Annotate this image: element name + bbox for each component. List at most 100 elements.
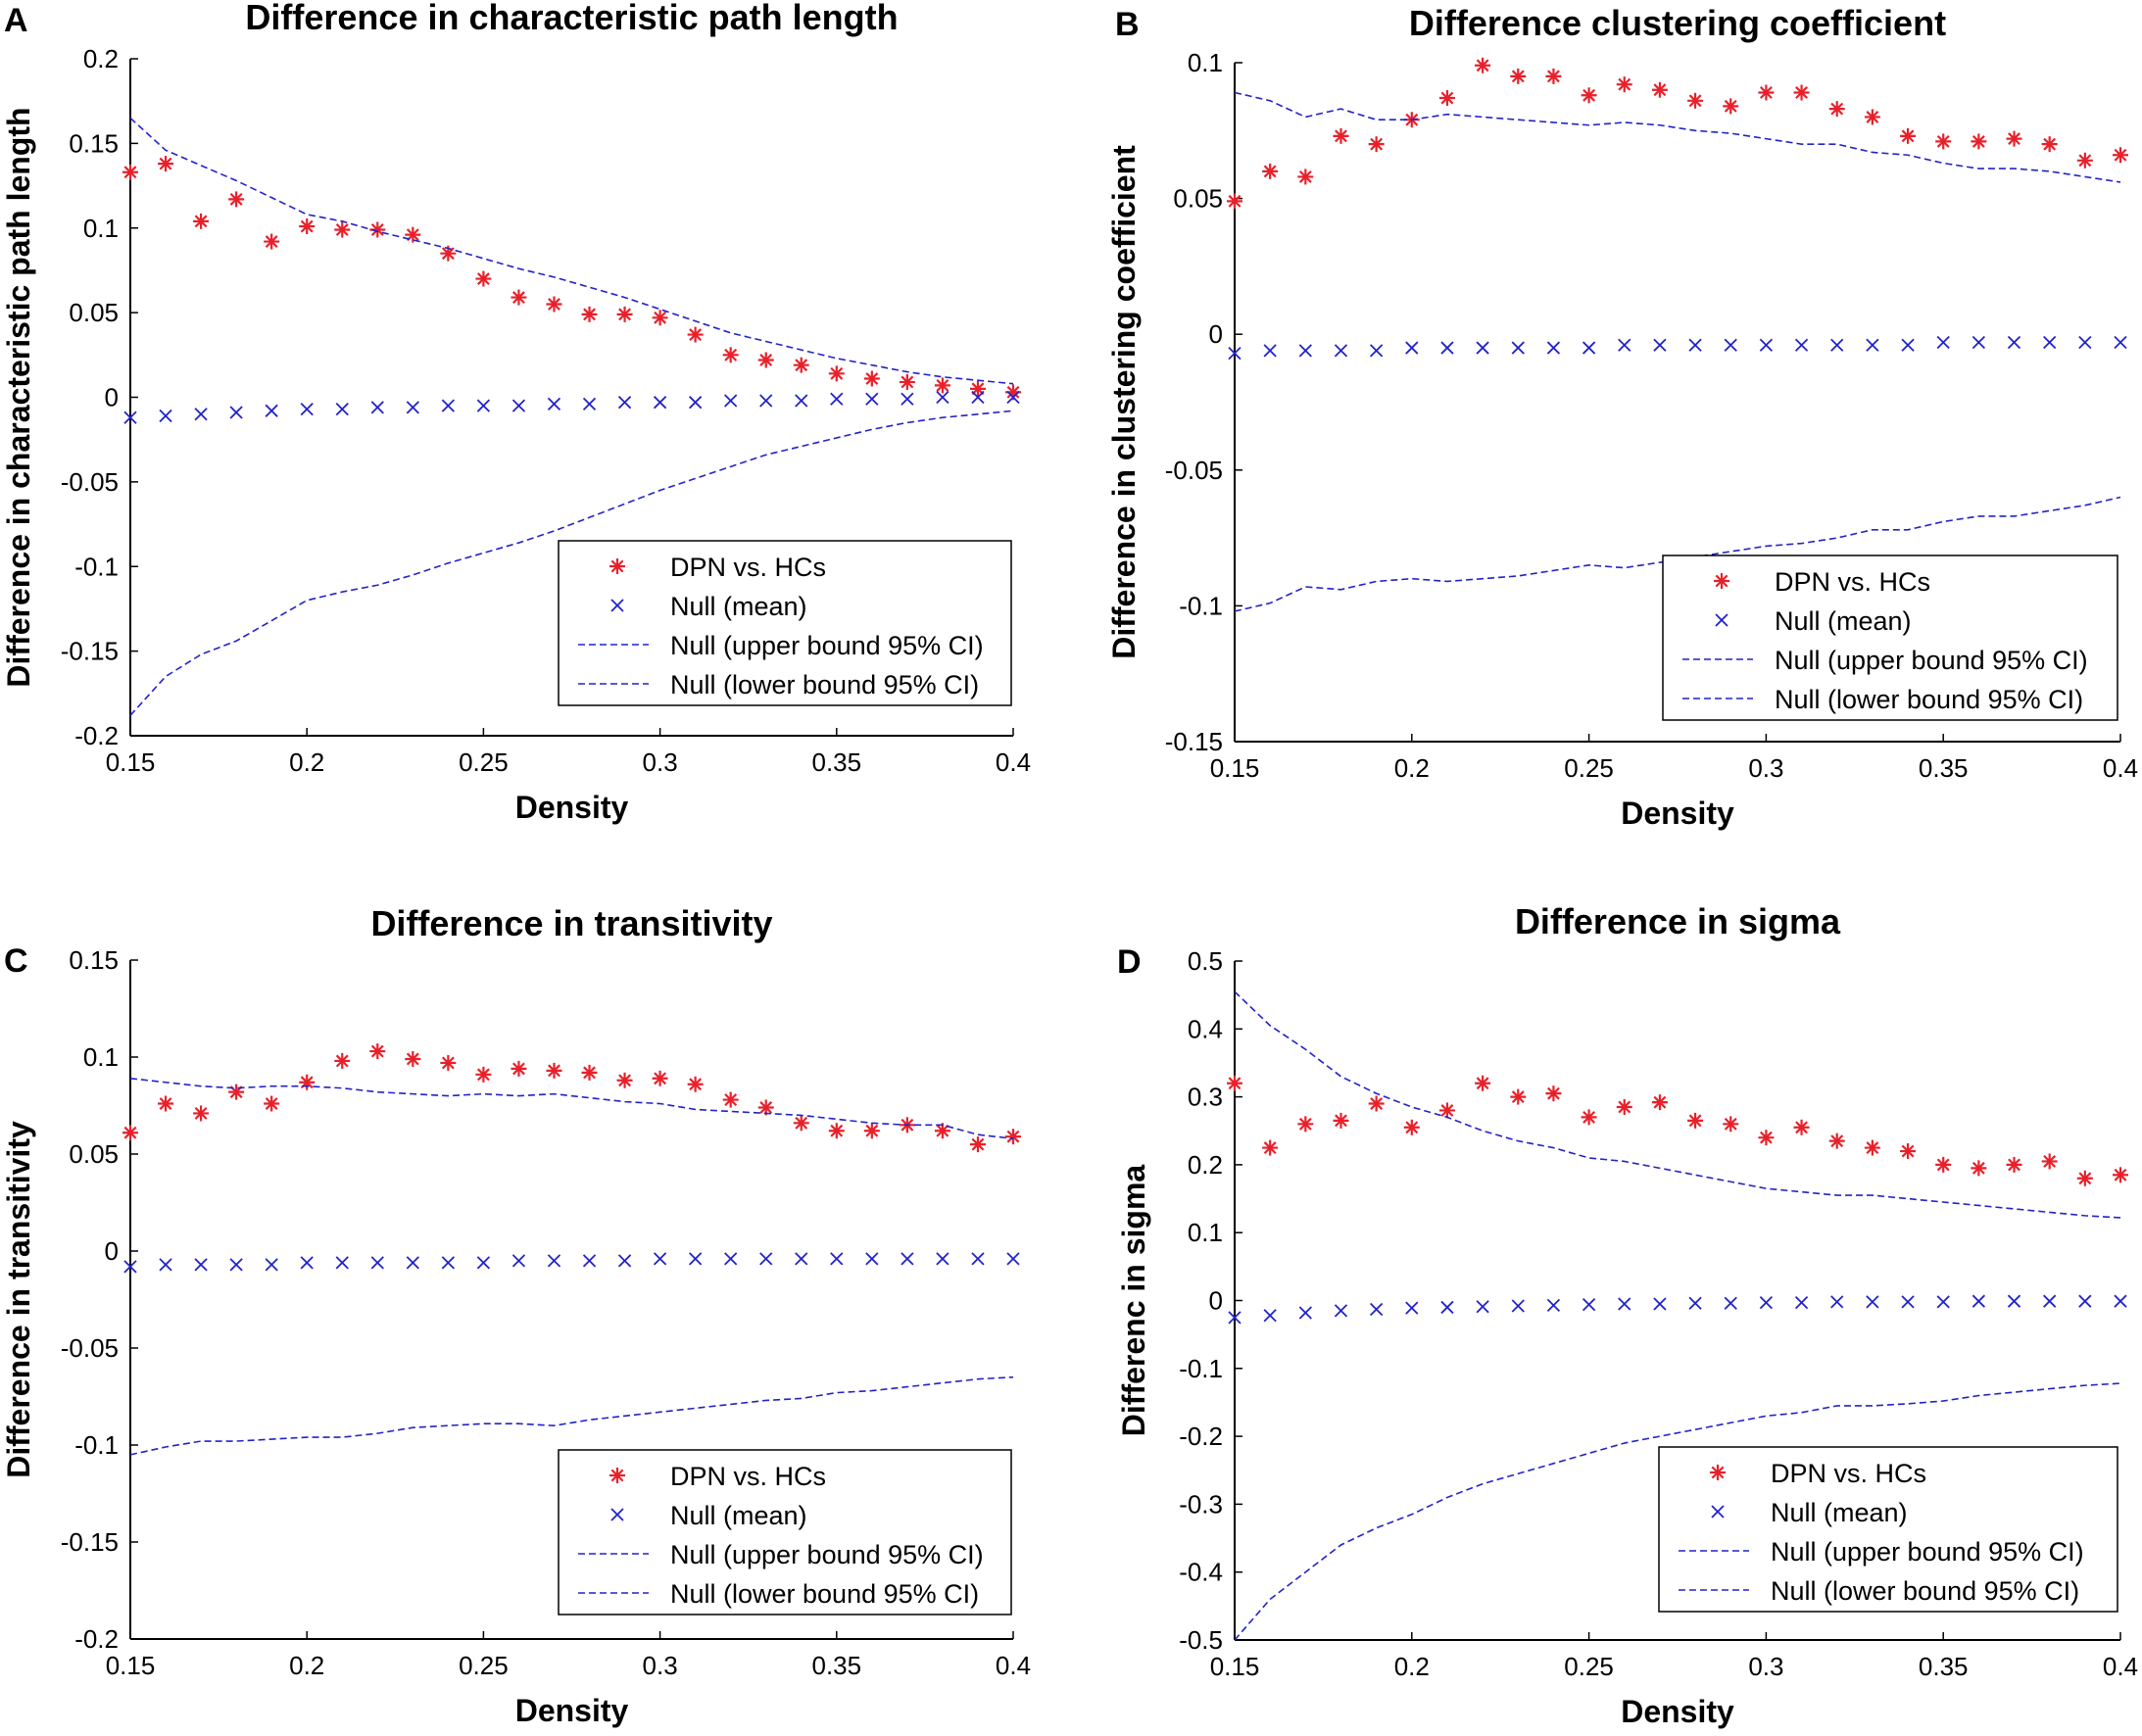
panel-c-dpn-point <box>264 1095 280 1112</box>
panel-c-dpn-point <box>405 1050 421 1067</box>
panel-b-dpn-point <box>2113 147 2128 164</box>
panel-d-y-tick-label: 0 <box>1209 1286 1223 1316</box>
panel-a-dpn-point <box>687 326 704 343</box>
panel-c-legend-mean-label: Null (mean) <box>670 1501 807 1530</box>
panel-a-null-mean-point <box>724 394 738 408</box>
panel-b-dpn-point <box>1510 68 1527 84</box>
panel-a-legend-upper-label: Null (upper bound 95% CI) <box>670 631 984 660</box>
panel-b-null-mean-point <box>1263 344 1277 358</box>
panel-c-x-tick-label: 0.3 <box>643 1651 678 1680</box>
panel-d-dpn-point <box>1616 1098 1632 1115</box>
panel-d-legend: DPN vs. HCs Null (mean) Null (upper bound … <box>1658 1446 2118 1613</box>
panel-c-dpn-point <box>581 1064 598 1081</box>
panel-a-dpn-point <box>158 156 174 172</box>
panel-a-y-tick-label: 0 <box>105 383 119 412</box>
panel-d-dpn-point <box>2076 1170 2093 1186</box>
panel-d-null-mean-point <box>1866 1295 1879 1309</box>
panel-b-dpn-point <box>1262 163 1279 179</box>
panel-d-dpn-point <box>1368 1095 1385 1112</box>
panel-c-x-tick-label: 0.25 <box>459 1651 509 1680</box>
panel-a-x-tick-label: 0.15 <box>106 747 156 777</box>
panel-b-dpn-point <box>1581 87 1597 104</box>
panel-c-null-mean-point <box>300 1256 314 1270</box>
panel-d-null-mean-point <box>1582 1298 1596 1312</box>
panel-d-null-mean-point <box>1263 1309 1277 1323</box>
panel-c-null-mean-point <box>1006 1252 1020 1266</box>
panel-d-y-tick-label: -0.1 <box>1179 1354 1223 1383</box>
panel-a-title: Difference in characteristic path length <box>245 0 898 37</box>
panel-d-x-tick-label: 0.3 <box>1748 1652 1783 1681</box>
panel-c-dpn-point <box>158 1095 174 1112</box>
panel-b-null-mean-point <box>1618 338 1631 352</box>
panel-b-null-mean-point <box>1759 338 1774 352</box>
panel-b-legend-mean-symbol <box>1715 613 1728 627</box>
panel-c-legend: DPN vs. HCs Null (mean) Null (upper bound … <box>558 1449 1012 1615</box>
panel-b-y-tick-label: 0.1 <box>1188 48 1223 77</box>
panel-b-title: Difference clustering coefficient <box>1409 3 1946 43</box>
panel-d-null-mean-point <box>1901 1295 1915 1309</box>
panel-c-title: Difference in transitivity <box>370 903 772 943</box>
panel-d-lower-ci-line <box>1234 1382 2121 1641</box>
panel-c-dpn-point <box>722 1091 739 1108</box>
panel-b-dpn-point <box>2041 136 2058 153</box>
panel-d-dpn-point <box>1475 1075 1491 1091</box>
panel-d-dpn-point <box>1581 1109 1597 1126</box>
panel-a-null-mean-point <box>265 404 278 417</box>
panel-b-series-3 <box>1234 496 2121 612</box>
panel-d-dpn-point <box>1687 1112 1704 1129</box>
panel-a-dpn-point <box>511 289 527 306</box>
panel-d-y-tick-label: -0.2 <box>1179 1422 1223 1451</box>
panel-c-legend-dpn-label: DPN vs. HCs <box>670 1462 826 1491</box>
panel-a-null-mean-point <box>370 401 384 414</box>
panel-b-null-mean-point <box>1476 341 1489 355</box>
panel-c-null-mean-point <box>617 1254 632 1268</box>
panel-d-dpn-point <box>1545 1085 1562 1102</box>
panel-d: D Difference in sigma -0.5 -0.4 -0.3 -0.2 -0.1… <box>1116 901 2138 1729</box>
panel-d-dpn-point <box>1971 1160 1987 1177</box>
panel-c-dpn-point <box>228 1084 245 1100</box>
panel-a-null-mean-point <box>476 399 491 412</box>
panel-d-dpn-point <box>1438 1102 1455 1119</box>
panel-c-null-mean-point <box>582 1254 597 1268</box>
panel-a-x-tick-label: 0.25 <box>459 747 509 777</box>
panel-b-null-mean-point <box>2078 335 2092 350</box>
panel-b-dpn-point <box>1935 133 1952 150</box>
panel-c-lower-ci-line <box>129 1375 1014 1456</box>
panel-b-series-0 <box>1227 57 2128 210</box>
panel-a-x-axis-label: Density <box>515 790 629 825</box>
panel-d-series-3 <box>1234 1382 2121 1641</box>
panel-a: A Difference in characteristic path lengt… <box>1 0 1031 825</box>
panel-d-null-mean-point <box>1228 1311 1241 1325</box>
panel-b-null-mean-point <box>1334 344 1348 358</box>
panel-c-null-mean-point <box>476 1256 491 1270</box>
panel-a-null-mean-point <box>971 390 985 405</box>
panel-c-null-mean-point <box>901 1252 914 1266</box>
panel-c-null-mean-point <box>830 1252 844 1266</box>
panel-b-y-tick-label: -0.1 <box>1179 591 1223 620</box>
panel-c-null-mean-point <box>335 1256 349 1270</box>
panel-a-null-mean-point <box>441 399 455 412</box>
panel-c-null-mean-point <box>370 1256 384 1270</box>
panel-a-null-mean-point <box>795 394 808 408</box>
panel-a-dpn-point <box>546 296 562 313</box>
panel-b-legend-dpn-symbol <box>1714 573 1729 589</box>
panel-a-null-mean-point <box>865 392 879 406</box>
panel-b-null-mean-point <box>1972 335 1985 350</box>
panel-c-series-1 <box>123 1252 1020 1274</box>
panel-a-null-mean-point <box>1006 390 1020 405</box>
panel-d-series-0 <box>1227 1075 2128 1186</box>
panel-b-dpn-point <box>1828 101 1845 118</box>
panel-c-x-tick-label: 0.4 <box>996 1651 1031 1680</box>
panel-d-y-tick-label: 0.4 <box>1188 1014 1223 1043</box>
panel-c-y-tick-label: 0.05 <box>69 1139 119 1169</box>
panel-b-dpn-point <box>1687 92 1704 109</box>
panel-b-null-mean-point <box>1370 344 1384 358</box>
panel-d-upper-ci-line <box>1234 990 2121 1219</box>
panel-c-dpn-point <box>511 1060 527 1077</box>
panel-b-dpn-point <box>2006 130 2022 147</box>
panel-a-letter: A <box>4 2 28 39</box>
panel-b-y-tick-label: 0.05 <box>1173 184 1223 214</box>
panel-b-dpn-point <box>1333 127 1349 144</box>
panel-d-dpn-point <box>1828 1133 1845 1149</box>
